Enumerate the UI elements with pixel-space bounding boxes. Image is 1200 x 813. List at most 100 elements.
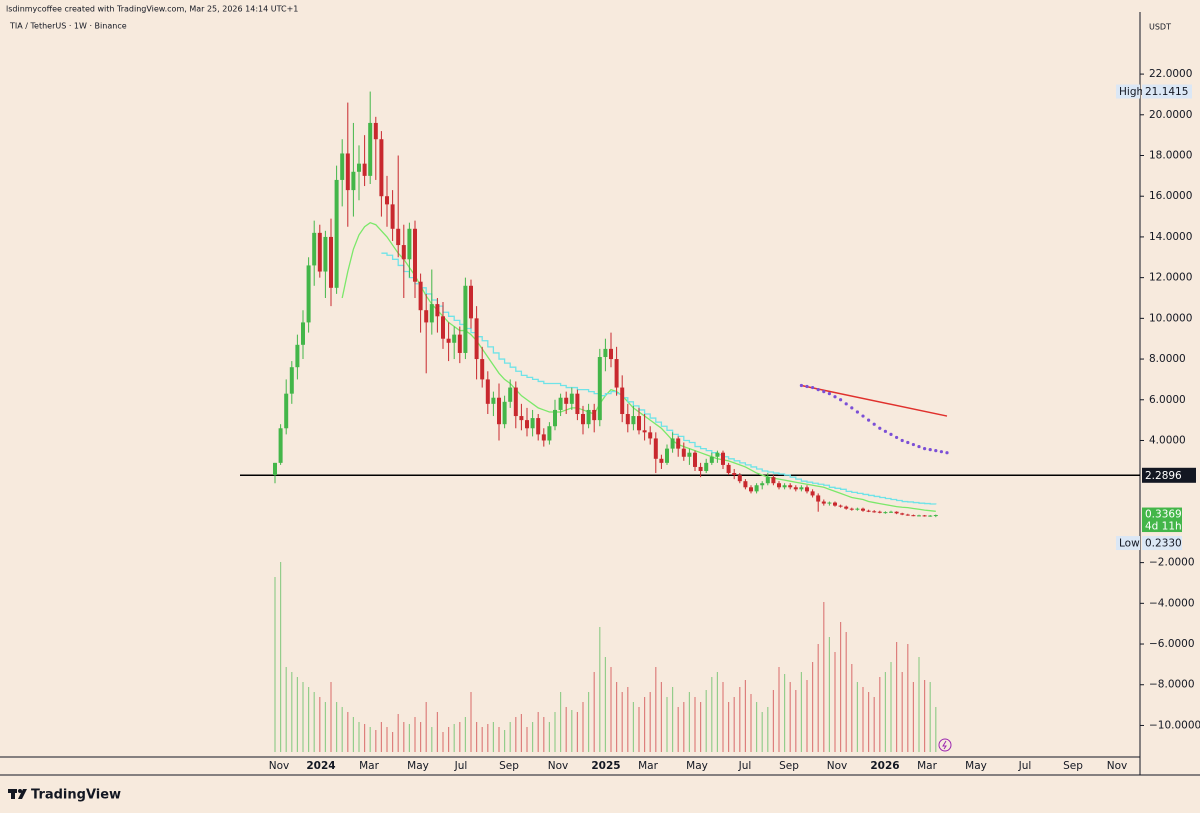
low-value: 0.2330: [1145, 538, 1182, 550]
y-tick-label: 18.0000: [1149, 150, 1192, 162]
candle-body: [502, 401, 507, 425]
candle-body: [933, 515, 938, 517]
candle-body: [894, 511, 899, 514]
candle-body: [709, 456, 714, 463]
candle-body: [614, 359, 619, 388]
candle-body: [581, 414, 585, 425]
candle-body: [799, 487, 804, 490]
candle-body: [429, 304, 434, 323]
candle-body: [424, 310, 429, 323]
candle-body: [586, 409, 591, 425]
moving-average: [381, 252, 937, 505]
x-tick-label: Mar: [917, 760, 937, 772]
x-tick-label: Nov: [827, 760, 848, 772]
candle-body: [323, 236, 328, 272]
candle-body: [788, 485, 793, 488]
candle-body: [463, 285, 468, 353]
candle-body: [334, 179, 339, 288]
candle-body: [676, 438, 681, 449]
candle-body: [693, 452, 697, 467]
candle-body: [289, 367, 294, 394]
candle-body: [312, 232, 317, 266]
projection-point: [889, 432, 893, 436]
brand: TradingView: [31, 788, 121, 803]
x-tick-label: Mar: [638, 760, 658, 772]
candle-body: [765, 477, 770, 484]
x-tick-label: Mar: [359, 760, 379, 772]
candle-body: [861, 508, 865, 511]
x-tick-label: Nov: [548, 760, 569, 772]
projection-point: [833, 395, 837, 399]
projection-point: [816, 387, 820, 392]
y-tick-label: 4.0000: [1149, 434, 1186, 446]
x-tick-label: May: [686, 760, 708, 772]
candle-body: [469, 285, 473, 319]
projection-point: [805, 384, 809, 389]
y-tick-label: −6.0000: [1149, 638, 1195, 650]
x-tick-label: May: [965, 760, 987, 772]
candle-body: [519, 416, 524, 421]
candle-body: [698, 466, 703, 472]
candle-body: [530, 418, 535, 429]
candle-body: [301, 322, 305, 345]
candle-body: [536, 418, 541, 435]
projection-point: [827, 392, 832, 396]
candle-body: [491, 397, 496, 404]
level-value: 2.2896: [1145, 470, 1182, 482]
candle-body: [497, 397, 501, 425]
candle-body: [278, 428, 283, 463]
candle-body: [726, 464, 731, 474]
candle-body: [329, 236, 333, 288]
candle-body: [368, 122, 373, 176]
candle-body: [357, 163, 361, 172]
candle-body: [362, 163, 367, 176]
candle-body: [889, 511, 893, 513]
projection-point: [906, 440, 910, 445]
last-value: 0.3369: [1145, 509, 1182, 521]
candle-body: [905, 514, 910, 516]
countdown-box: [1142, 520, 1182, 533]
y-tick-label: 14.0000: [1149, 231, 1192, 243]
candle-body: [687, 452, 692, 457]
candle-body: [793, 487, 798, 490]
candle-body: [603, 348, 608, 358]
candle-body: [648, 432, 653, 439]
candle-body: [866, 510, 871, 512]
candle-body: [452, 334, 457, 343]
candle-body: [592, 409, 597, 421]
candle-body: [877, 511, 882, 513]
y-tick-label: 16.0000: [1149, 190, 1192, 202]
candle-body: [273, 462, 277, 476]
candle-body: [379, 139, 384, 197]
candle-body: [922, 515, 927, 517]
candle-body: [525, 420, 529, 429]
candle-body: [816, 495, 821, 502]
candle-body: [547, 426, 552, 441]
projection-point: [883, 429, 888, 433]
candle-body: [900, 513, 905, 515]
candle-body: [715, 452, 720, 457]
candle-body: [609, 348, 613, 360]
candle-body: [541, 434, 546, 441]
candle-body: [653, 438, 658, 459]
candle-body: [821, 501, 826, 504]
y-tick-label: −10.0000: [1149, 719, 1200, 731]
candle-body: [513, 387, 518, 417]
candle-body: [385, 196, 389, 205]
projection-point: [939, 450, 944, 454]
x-tick-label: May: [407, 760, 429, 772]
candle-body: [883, 512, 888, 514]
candle-body: [418, 281, 423, 311]
candle-body: [558, 397, 563, 410]
projection-point: [928, 448, 932, 452]
x-tick-label: Nov: [269, 760, 290, 772]
candle-body: [390, 204, 395, 229]
candle-body: [637, 416, 641, 431]
y-tick-label: 20.0000: [1149, 109, 1192, 121]
projection-point: [822, 390, 826, 394]
level-value-box: [1142, 467, 1196, 483]
candle-body: [782, 485, 787, 488]
candle-body: [340, 153, 345, 180]
candle-body: [849, 508, 854, 510]
